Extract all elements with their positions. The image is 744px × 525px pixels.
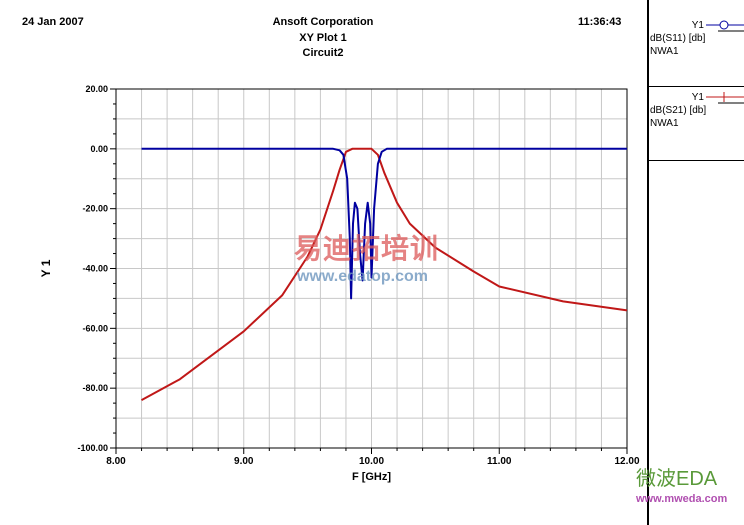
legend-separator [649, 160, 744, 161]
watermark-url: www.edatop.com [297, 268, 428, 285]
date-label: 24 Jan 2007 [22, 16, 84, 28]
legend-trace: dB(S21) [db] [650, 105, 707, 116]
y-tick-label: -40.00 [82, 264, 108, 274]
corner-watermark-cn: 微波EDA [636, 468, 718, 490]
y-tick-label: -20.00 [82, 204, 108, 214]
legend-source: NWA1 [650, 46, 679, 57]
y-tick-label: -80.00 [82, 383, 108, 393]
legend-trace: dB(S11) [db] [650, 33, 706, 44]
company-label: Ansoft Corporation [272, 16, 374, 28]
x-tick-label: 9.00 [234, 456, 254, 467]
x-axis-label: F [GHz] [352, 471, 391, 483]
legend-separator [649, 86, 744, 87]
legend-axis: Y1 [691, 20, 704, 31]
x-tick-label: 10.00 [359, 456, 384, 467]
time-label: 11:36:43 [578, 16, 622, 28]
legend-entry-s21[interactable]: Y1 dB(S21) [db] NWA1 [650, 91, 744, 130]
x-tick-label: 11.00 [487, 456, 512, 467]
y-axis-label: Y 1 [39, 259, 53, 277]
y-tick-label: -60.00 [82, 323, 108, 333]
plot-title: XY Plot 1 [299, 32, 347, 44]
y-tick-label: 20.00 [85, 84, 108, 94]
corner-watermark-url: www.mweda.com [636, 493, 728, 505]
legend-divider [647, 0, 649, 525]
cross-marker-icon [706, 92, 744, 104]
design-label: Circuit2 [302, 47, 344, 59]
legend-source: NWA1 [650, 118, 679, 129]
circle-marker-icon [706, 20, 744, 32]
y-tick-label: -100.00 [77, 443, 108, 453]
traces [141, 147, 628, 401]
x-tick-label: 12.00 [614, 456, 639, 467]
watermark-cn: 易迪拓培训 [294, 233, 440, 264]
axes: 20.00 0.00 -20.00 -40.00 -60.00 -80.00 -100.00… [39, 84, 640, 483]
trace-db-s21-db- [141, 147, 628, 401]
y-tick-label: 0.00 [90, 144, 108, 154]
x-tick-label: 8.00 [106, 456, 126, 467]
legend-entry-s11[interactable]: Y1 dB(S11) [db] NWA1 [650, 19, 744, 58]
legend-axis: Y1 [691, 92, 704, 103]
trace-db-s11-db- [141, 147, 627, 300]
